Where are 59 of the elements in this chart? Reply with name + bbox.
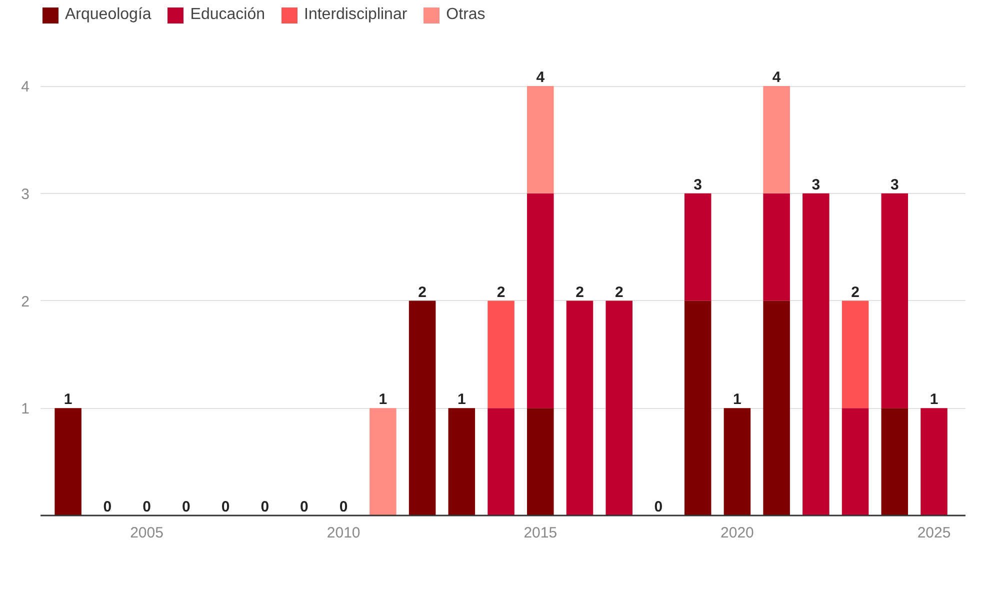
bar [802,193,830,516]
bar [684,193,712,301]
bar [488,408,514,516]
text: 0 [221,498,230,516]
total-label: 2 [418,284,426,301]
text: 0 [103,498,112,516]
legend-label: Educación [190,6,266,24]
bar [881,408,908,516]
total-label: 4 [772,69,782,86]
bar [527,86,554,194]
total-label: 1 [733,391,742,408]
bar [488,300,514,408]
total-label: 2 [576,284,584,301]
bar [566,300,594,516]
bar [54,408,82,516]
x-tick-label: 2025 [917,524,951,542]
x-tick-label: 2020 [720,524,754,542]
y-tick-label: 1 [21,400,30,418]
legend-label: Arqueología [65,6,152,24]
total-label: 2 [614,284,624,301]
x-tick-label: 2010 [326,524,360,542]
bar [842,408,869,516]
bar [920,408,948,516]
total-label: 4 [536,69,546,86]
total-label: 3 [694,176,702,194]
text: 0 [182,498,190,516]
total-label: 3 [812,176,820,194]
total-label: 2 [496,284,506,301]
bar [842,300,869,408]
x-tick-label: 2005 [130,524,164,542]
bar [448,408,476,516]
y-tick-label: 3 [21,186,30,203]
bar [527,193,554,408]
bar [370,408,396,516]
y-tick-label: 2 [21,293,30,310]
x-tick-label: 2015 [524,524,558,542]
total-label: 2 [851,284,860,301]
y-tick-label: 4 [21,78,30,96]
bar [724,408,751,516]
bar [527,408,554,516]
total-label: 1 [458,391,466,408]
bar [684,300,712,516]
total-label: 3 [890,176,899,194]
legend-label: Otras [446,6,486,24]
bar [763,86,790,194]
bar [881,193,908,408]
text: 0 [300,498,308,516]
text: 0 [142,498,151,516]
bar [763,193,790,301]
total-label: 1 [930,391,938,408]
text: 0 [654,498,663,516]
text: 0 [339,498,348,516]
legend-label: Interdisciplinar [304,6,408,24]
bar [763,300,790,516]
total-label: 1 [64,391,72,408]
bar [606,300,632,516]
bar [408,300,436,516]
text: 0 [260,498,270,516]
total-label: 1 [378,391,388,408]
